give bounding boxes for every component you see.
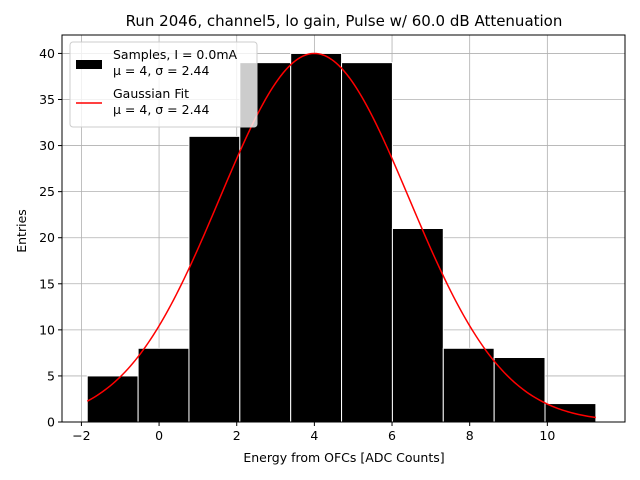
y-tick-label: 15 xyxy=(39,276,55,291)
y-tick-label: 25 xyxy=(39,184,55,199)
y-axis-ticks: 0 5 10 15 20 25 30 35 40 xyxy=(39,46,62,430)
x-tick-label: 10 xyxy=(539,428,555,443)
x-tick-label: −2 xyxy=(72,428,90,443)
legend-samples-label: Samples, I = 0.0mA xyxy=(113,47,237,62)
gaussian-fit-line xyxy=(86,52,596,419)
histogram-bars xyxy=(86,52,597,423)
y-tick-label: 40 xyxy=(39,46,55,61)
gaussian-fit xyxy=(86,52,596,419)
y-tick-label: 30 xyxy=(39,138,55,153)
histogram-bar xyxy=(290,52,343,423)
legend-samples-swatch xyxy=(76,60,102,69)
legend-frame xyxy=(69,41,258,128)
legend-samples-stats: μ = 4, σ = 2.44 xyxy=(113,63,209,78)
x-axis-label: Energy from OFCs [ADC Counts] xyxy=(243,450,444,465)
x-axis-ticks: −2 0 2 4 6 8 10 xyxy=(72,422,555,443)
histogram-bar xyxy=(391,228,444,423)
y-tick-label: 5 xyxy=(47,368,55,383)
histogram-bar xyxy=(137,347,190,423)
y-axis-label: Entries xyxy=(14,209,29,253)
x-tick-label: 0 xyxy=(155,428,163,443)
histogram-bar xyxy=(341,62,393,423)
x-tick-label: 4 xyxy=(310,428,318,443)
legend: Samples, I = 0.0mA μ = 4, σ = 2.44 Gauss… xyxy=(69,41,258,128)
histogram-bar xyxy=(188,135,241,423)
y-tick-label: 20 xyxy=(39,230,55,245)
histogram-bar xyxy=(493,357,546,423)
x-tick-label: 6 xyxy=(388,428,396,443)
legend-fit-label: Gaussian Fit xyxy=(113,86,189,101)
legend-fit-stats: μ = 4, σ = 2.44 xyxy=(113,102,209,117)
histogram-bar xyxy=(442,347,495,423)
y-tick-label: 0 xyxy=(47,415,55,430)
x-tick-label: 8 xyxy=(466,428,474,443)
y-tick-label: 35 xyxy=(39,92,55,107)
plot-frame xyxy=(61,34,626,423)
x-tick-label: 2 xyxy=(233,428,241,443)
y-tick-label: 10 xyxy=(39,322,55,337)
chart-title: Run 2046, channel5, lo gain, Pulse w/ 60… xyxy=(126,12,563,30)
